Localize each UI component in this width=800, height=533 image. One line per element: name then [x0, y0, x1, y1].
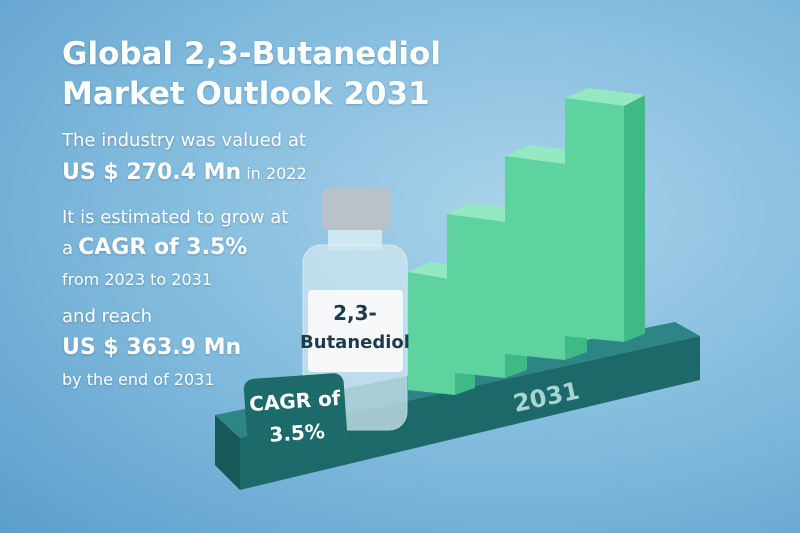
bottle-cap — [322, 188, 390, 230]
fact-lead: It is estimated to grow at — [62, 207, 289, 228]
bottle-label — [308, 290, 403, 372]
fact-value: CAGR of 3.5% — [78, 235, 248, 260]
badge: CAGR of 3.5% — [243, 373, 349, 463]
bar-front — [565, 98, 624, 342]
fact-line: a CAGR of 3.5% — [62, 235, 247, 260]
bar-front — [447, 214, 505, 378]
platform-side — [215, 415, 240, 490]
fact-lead: The industry was valued at — [62, 130, 306, 151]
bars — [408, 88, 645, 395]
fact-tail: in 2022 — [246, 164, 307, 183]
fact-tail: by the end of 2031 — [62, 370, 215, 389]
fact-value: US $ 363.9 Mn — [62, 335, 242, 360]
fact-value: US $ 270.4 Mn — [62, 160, 242, 185]
bar-front — [505, 156, 565, 360]
bottle-label-text: 2,3- — [333, 301, 377, 325]
fact-line: US $ 270.4 Mn in 2022 — [62, 160, 307, 185]
title: Global 2,3-Butanediol Market Outlook 203… — [62, 36, 441, 112]
badge-bg — [243, 373, 349, 463]
fact-lead: and reach — [62, 306, 152, 327]
bar-top — [565, 88, 645, 106]
fact-tail: from 2023 to 2031 — [62, 270, 212, 289]
bar-front — [408, 272, 455, 395]
platform-front — [240, 336, 700, 490]
bottle-label-text: Butanediol — [300, 332, 410, 353]
badge-text: 3.5% — [269, 419, 326, 447]
bottle: 2,3- Butanediol — [300, 188, 410, 431]
fact-prefix: a — [62, 238, 74, 259]
bar-side — [624, 95, 645, 342]
